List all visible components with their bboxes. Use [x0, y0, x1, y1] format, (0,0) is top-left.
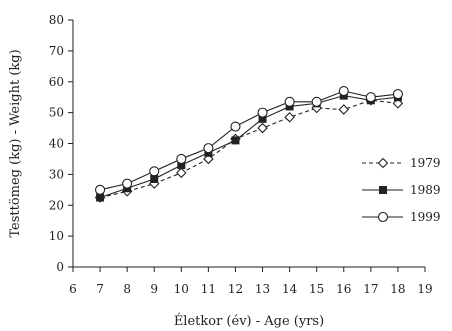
data-point-1989: [177, 161, 186, 170]
y-tick-label: 0: [56, 260, 64, 274]
y-tick-label: 80: [49, 13, 64, 27]
y-tick-label: 10: [49, 229, 64, 243]
series-line-1989: [99, 95, 398, 199]
data-point-1999: [230, 121, 241, 132]
data-point-1979: [338, 104, 350, 115]
legend-item-1999: 1999: [362, 210, 441, 224]
series-1999: [95, 85, 403, 195]
y-tick-label: 40: [49, 137, 64, 151]
series-layer: [94, 85, 404, 203]
data-point-1979: [176, 167, 187, 179]
y-tick-label: 70: [49, 44, 64, 58]
data-point-1999: [95, 184, 106, 195]
data-point-1989: [231, 136, 240, 145]
data-point-1989: [258, 114, 267, 123]
x-axis-ticks: 6 7 8 9 10 11 12 13 14 15 16 17 18 19: [69, 267, 433, 296]
legend: 1979 1989 1999: [362, 156, 441, 224]
x-tick-label: 12: [228, 282, 243, 296]
data-point-1989: [150, 175, 159, 184]
data-point-1989: [96, 193, 105, 202]
legend-label: 1999: [410, 210, 441, 224]
x-tick-label: 11: [201, 282, 216, 296]
y-tick-label: 20: [49, 198, 64, 212]
x-tick-label: 17: [363, 282, 378, 296]
legend-item-1989: 1989: [362, 183, 441, 197]
y-tick-label: 30: [49, 167, 64, 181]
x-tick-label: 9: [150, 282, 158, 296]
x-tick-label: 8: [123, 282, 131, 296]
x-tick-label: 15: [309, 282, 324, 296]
series-1979: [94, 94, 404, 203]
y-axis-ticks: 0 10 20 30 40 50 60 70 80: [49, 13, 73, 274]
x-tick-label: 16: [336, 282, 351, 296]
x-tick-label: 14: [282, 282, 298, 296]
x-tick-label: 10: [174, 282, 189, 296]
data-point-1999: [338, 85, 349, 97]
data-point-1999: [392, 89, 403, 100]
x-tick-label: 19: [417, 282, 432, 296]
data-point-1999: [176, 153, 187, 164]
legend-marker: [377, 157, 389, 169]
data-point-1979: [257, 122, 268, 134]
data-point-1999: [149, 166, 160, 177]
series-line-1979: [99, 99, 398, 199]
data-point-1999: [365, 92, 376, 103]
data-point-1999: [203, 143, 214, 154]
data-point-1999: [257, 107, 268, 118]
legend-marker: [377, 211, 389, 223]
data-point-1999: [122, 178, 133, 189]
y-axis-title: Testtömeg (kg) - Weight (kg): [8, 49, 23, 237]
legend-label: 1979: [410, 156, 441, 170]
data-point-1999: [284, 96, 295, 107]
series-1989: [96, 91, 402, 202]
data-point-1979: [284, 111, 295, 123]
legend-marker: [379, 186, 387, 194]
x-tick-label: 13: [255, 282, 270, 296]
legend-item-1979: 1979: [362, 156, 441, 170]
data-point-1999: [311, 96, 322, 107]
x-tick-label: 6: [69, 282, 77, 296]
y-tick-label: 50: [49, 106, 64, 120]
legend-label: 1989: [410, 183, 441, 197]
x-axis-title: Életkor (év) - Age (yrs): [174, 313, 324, 329]
y-tick-label: 60: [49, 75, 64, 89]
x-tick-label: 7: [96, 282, 104, 296]
x-tick-label: 18: [390, 282, 405, 296]
